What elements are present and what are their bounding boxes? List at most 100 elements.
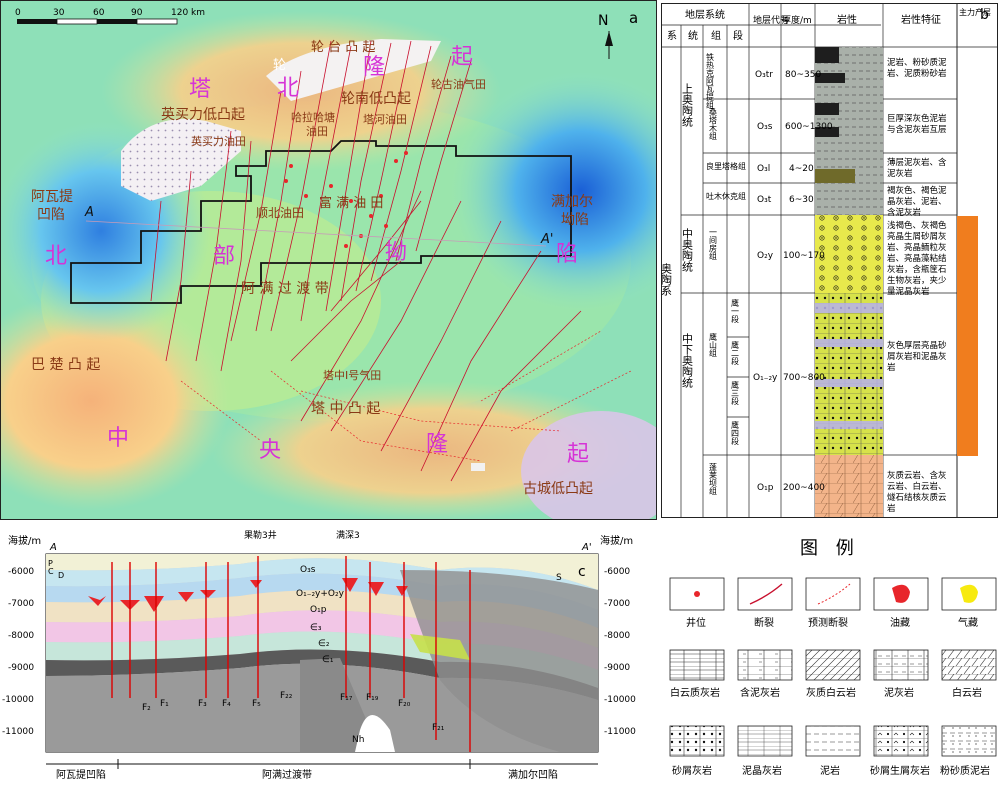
beibu-big-3: 拗 — [385, 240, 407, 265]
scale-tick-30: 30 — [53, 8, 65, 18]
code-4: O₂y — [757, 251, 774, 261]
awati-label-2: 凹陷 — [37, 207, 65, 223]
system-label: 奥陶系 — [661, 262, 673, 296]
yijianfang-lithology — [815, 215, 883, 293]
legend-well-icon — [694, 591, 700, 597]
section-A-prime: A' — [581, 542, 592, 553]
section-line — [85, 220, 547, 247]
unit-e3: ∈₃ — [310, 623, 322, 633]
unit-O1p: O₁p — [310, 605, 327, 615]
code-2: O₃l — [757, 164, 770, 174]
feat-4: 浅褐色、灰褐色亮晶生屑砂屑灰岩、亮晶鲕粒灰岩、亮晶藻粘结灰岩，含瓶筐石生物灰岩，… — [887, 220, 947, 297]
header-thickness: 厚度/m — [782, 14, 812, 26]
feature-texts: 泥岩、粉砂质泥岩、泥质粉砂岩 巨厚深灰色泥岩与含泥灰岩互层 薄层泥灰岩、含泥灰岩… — [887, 57, 947, 514]
ytick-right-4: -10000 — [604, 695, 636, 705]
fault-F22: F₂₂ — [280, 691, 293, 701]
unit-C: C — [48, 567, 54, 576]
legend-micrite-swatch — [737, 725, 793, 757]
legend-oil-icon — [892, 584, 910, 603]
series-upper: 上奥陶统 — [681, 83, 694, 127]
central-big-1: 中 — [107, 426, 129, 451]
fault-lines — [150, 40, 582, 482]
zone-manjiaer: 满加尔凹陷 — [508, 768, 558, 781]
fault-F1: F₁ — [160, 699, 169, 709]
map-labels: 轮 台 凸 起 轮 轮南低凸起 轮古油气田 英买力低凸起 英买力油田 哈拉哈塘 … — [31, 40, 593, 497]
map-panel-label: a — [629, 9, 638, 27]
code-5: O₁₋₂y — [753, 373, 778, 383]
legend-predicted-fault-label: 预测断裂 — [808, 616, 848, 629]
legend-dolomitic-limestone-label: 白云质灰岩 — [670, 686, 720, 699]
well-points — [284, 151, 408, 248]
halahatang-label: 哈拉哈塘 — [291, 110, 335, 124]
yingshan-lithology — [815, 293, 883, 455]
section-A-prime-label: A' — [540, 232, 553, 247]
ytick-right-0: -6000 — [604, 567, 630, 577]
series-lower: 中下奥陶统 — [681, 333, 694, 388]
section-svg: 海拔/m 海拔/m A A' 果勒3井 满深3 c -6000 -7000 -8… — [2, 529, 636, 781]
beibu-big-2: 部 — [213, 244, 235, 269]
tabei-big-1: 塔 — [189, 77, 211, 102]
legend-silty-mudstone-label: 粉砂质泥岩 — [940, 764, 990, 777]
beibu-big-1: 北 — [45, 244, 67, 269]
unit-O12y: O₁₋₂y+O₂y — [296, 589, 345, 599]
zu-yingshan: 鹰山组 — [709, 332, 718, 357]
unit-labels: O₃s O₁₋₂y+O₂y O₁p ∈₃ ∈₂ ∈₁ Nh S P C D — [48, 559, 562, 745]
fault-F3: F₃ — [198, 699, 207, 709]
ytick-right-2: -8000 — [604, 631, 630, 641]
central-big-4: 起 — [567, 442, 589, 467]
aman-label: 阿 满 过 渡 带 — [241, 281, 329, 297]
ytick-right-5: -11000 — [604, 727, 636, 737]
section-faults — [111, 556, 471, 752]
code-0: O₃tr — [755, 70, 773, 80]
yingmaili-low-label: 英买力低凸起 — [161, 106, 245, 123]
fault-F4: F₄ — [222, 699, 231, 709]
beibu-big-4: 陷 — [556, 242, 578, 267]
duan-2: 鹰二段 — [731, 340, 740, 366]
header-lithology: 岩性 — [837, 13, 857, 26]
legend-dolomitic-limestone-swatch — [669, 649, 725, 681]
code-6: O₁p — [757, 483, 774, 493]
header-code: 地层代号 — [753, 14, 789, 26]
fault-F2: F₂ — [142, 703, 151, 713]
fault-F5: F₅ — [252, 699, 261, 709]
legend-marl-label: 泥灰岩 — [884, 686, 914, 699]
feat-3: 褐灰色、褐色泥晶灰岩、泥岩、含泥灰岩 — [887, 185, 947, 218]
north-arrow-icon — [605, 31, 613, 59]
zu-liangli: 良里塔格组 — [706, 161, 746, 171]
legend-muddy-limestone-swatch — [737, 649, 793, 681]
legend-svg: 图 例 井位 断裂 预测断裂 油藏 气藏 白云质灰岩 含泥灰岩 灰质白云岩 泥灰… — [669, 538, 997, 777]
duan-3: 鹰三段 — [731, 380, 740, 406]
halahatang-field-label: 油田 — [306, 124, 328, 138]
gucheng-label: 古城低凸起 — [523, 481, 593, 497]
thick-1: 600~1300 — [785, 122, 833, 132]
feat-1: 巨厚深灰色泥岩与含泥灰岩互层 — [887, 113, 947, 135]
legend-bioclastic-swatch — [873, 725, 929, 757]
gas-zone — [410, 634, 470, 660]
legend-fault-label: 断裂 — [754, 616, 774, 629]
tabei-big-2: 北 — [277, 76, 299, 101]
legend-oil-label: 油藏 — [890, 616, 910, 629]
bachu-uplift-area — [0, 291, 231, 511]
ytick-left-0: -6000 — [8, 567, 34, 577]
zu-penglaiba: 蓬莱坝组 — [709, 462, 718, 495]
ytick-left-1: -7000 — [8, 599, 34, 609]
thick-4: 100~170 — [783, 251, 825, 261]
legend-well-label: 井位 — [686, 616, 706, 629]
legend-calcarenite-label: 砂屑灰岩 — [672, 764, 712, 777]
legend-muddy-limestone-label: 含泥灰岩 — [740, 686, 780, 699]
ytick-left-5: -11000 — [2, 727, 34, 737]
central-big-2: 央 — [259, 438, 281, 463]
yingmaili-dotted-area — [121, 119, 241, 201]
zu-tieraike: 铁热克阿瓦提组 — [706, 52, 715, 109]
well-2-label: 满深3 — [336, 530, 360, 541]
legend-gas-icon — [960, 584, 978, 603]
feat-5: 灰色厚层亮晶砂屑灰岩和泥晶灰岩 — [887, 340, 947, 373]
thick-0: 80~350 — [785, 70, 821, 80]
manjiaer-label: 满加尔 — [551, 194, 593, 210]
penglaiba-lithology — [815, 455, 883, 517]
code-3: O₃t — [757, 195, 772, 205]
lunnan-low-label: 轮南低凸起 — [341, 91, 411, 107]
strat-svg: 地层系统 系 统 组 段 地层代号 厚度/m 岩性 岩性特征 主力产层 b 奥陶… — [660, 3, 998, 518]
header-zu: 组 — [711, 29, 721, 42]
lun-label: 轮 — [273, 58, 286, 73]
